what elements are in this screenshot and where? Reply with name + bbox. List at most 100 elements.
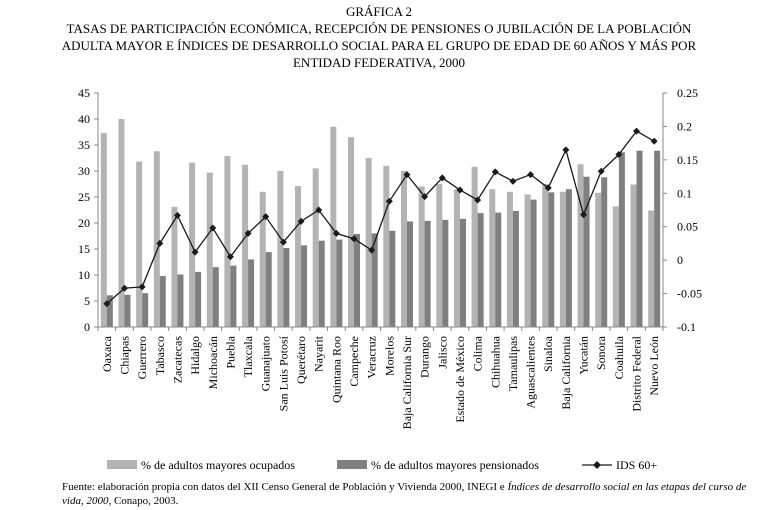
bar-ocupados (206, 172, 213, 327)
ids-marker (191, 248, 199, 256)
right-tick-label: -0.1 (677, 320, 696, 334)
ids-marker (244, 229, 252, 237)
bar-pensionados (442, 219, 449, 327)
bar-ocupados (295, 186, 302, 327)
figure-label: GRÁFICA 2 (345, 4, 413, 19)
right-tick-label: -0.05 (677, 287, 702, 301)
bar-pensionados (654, 150, 661, 327)
right-tick-label: 0.05 (677, 220, 698, 234)
bar-ocupados (136, 161, 143, 327)
ids-marker (279, 238, 287, 246)
bar-pensionados (283, 247, 290, 327)
legend-marker-ids (593, 461, 601, 469)
bar-ocupados (453, 189, 460, 327)
category-label: Michoacán (206, 336, 220, 389)
title-line-3: ENTIDAD FEDERATIVA, 2000 (292, 55, 465, 70)
legend-label-ids: IDS 60+ (616, 458, 657, 472)
category-label: Tabasco (153, 336, 167, 375)
right-tick-label: 0 (677, 253, 683, 267)
ids-marker (562, 146, 570, 154)
bar-pensionados (177, 274, 184, 327)
left-tick-label: 25 (78, 190, 90, 204)
ids-marker (544, 184, 552, 192)
category-label: Nayarit (312, 335, 326, 372)
ids-marker (385, 197, 393, 205)
bar-pensionados (512, 211, 519, 327)
bar-pensionados (195, 271, 202, 327)
ids-marker (103, 300, 111, 308)
category-label: Quintana Roo (329, 336, 343, 403)
right-axis-ticks: -0.1 -0.05 0 0.05 0.1 0.15 0.2 0.25 (663, 86, 702, 334)
category-label: Colima (471, 335, 485, 371)
ids-marker (491, 168, 499, 176)
bar-ocupados (365, 158, 372, 327)
category-label: San Luis Potosí (276, 335, 290, 411)
bar-ocupados (100, 133, 107, 327)
right-tick-label: 0.2 (677, 119, 692, 133)
bar-series (100, 119, 661, 327)
category-label: Puebla (223, 335, 237, 368)
category-label: Aguascalientes (524, 336, 538, 409)
ids-marker (597, 167, 605, 175)
ids-marker (173, 211, 181, 219)
ids-line-series (103, 127, 658, 308)
source-prefix: Fuente: elaboración propia con datos del… (62, 481, 508, 493)
ids-marker (138, 283, 146, 291)
bar-pensionados (636, 150, 643, 327)
right-tick-label: 0.25 (677, 86, 698, 100)
ids-marker (332, 229, 340, 237)
bar-pensionados (548, 192, 555, 327)
category-label: Baja California (559, 335, 573, 409)
bar-ocupados (436, 184, 443, 327)
chart-axes (97, 93, 664, 331)
bar-pensionados (212, 267, 219, 327)
bar-ocupados (595, 192, 602, 327)
bar-pensionados (142, 293, 149, 327)
category-label: Baja California Sur (400, 336, 414, 429)
left-axis-ticks: 0 5 10 15 20 25 30 35 40 45 (78, 86, 98, 334)
category-label: Campeche (347, 336, 361, 387)
bar-pensionados (389, 230, 396, 327)
left-tick-label: 10 (78, 268, 90, 282)
bar-pensionados (336, 239, 343, 327)
left-tick-label: 20 (78, 216, 90, 230)
category-label: Distrito Federal (630, 335, 644, 411)
ids-marker (297, 217, 305, 225)
category-label: Querétaro (294, 336, 308, 384)
bar-pensionados (495, 212, 502, 327)
ids-marker (438, 174, 446, 182)
legend-label-pensionados: % de adultos mayores pensionados (371, 458, 539, 472)
ids-marker (633, 127, 641, 135)
legend-swatch-ocupados (107, 460, 137, 469)
bar-ocupados (612, 206, 619, 327)
right-tick-label: 0.15 (677, 153, 698, 167)
category-label: Zacatecas (170, 336, 184, 384)
bar-ocupados (259, 191, 266, 327)
bar-pensionados (406, 221, 413, 327)
bar-pensionados (459, 218, 466, 327)
category-label: Durango (418, 336, 432, 378)
bar-ocupados (348, 137, 355, 327)
bar-ocupados (489, 189, 496, 327)
bar-ocupados (312, 168, 319, 327)
category-label: Chiapas (117, 336, 131, 375)
ids-marker (474, 196, 482, 204)
left-tick-label: 45 (78, 86, 90, 100)
bar-ocupados (242, 164, 249, 327)
bar-pensionados (301, 245, 308, 327)
category-label: Nuevo León (647, 336, 661, 396)
bar-pensionados (477, 213, 484, 327)
source-italic: Índices de desarrollo social en las etap… (62, 481, 747, 507)
bar-pensionados (354, 233, 361, 327)
bar-ocupados (153, 151, 160, 327)
legend-label-ocupados: % de adultos mayores ocupados (141, 458, 295, 472)
category-label: Veracruz (365, 336, 379, 379)
left-tick-label: 40 (78, 112, 90, 126)
ids-marker (226, 253, 234, 261)
left-tick-label: 35 (78, 138, 90, 152)
category-label: Yucatán (577, 336, 591, 375)
ids-marker (156, 239, 164, 247)
bar-ocupados (277, 171, 284, 327)
source-suffix: Conapo, 2003. (111, 495, 179, 507)
bar-pensionados (530, 199, 537, 327)
